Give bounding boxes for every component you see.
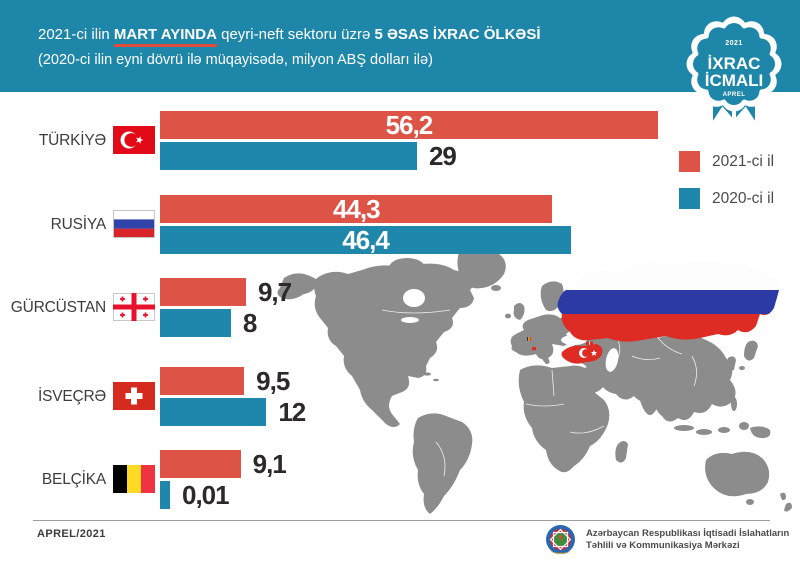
chart-row-isvecre: İSVEÇRƏ 9,5 12 [0, 367, 800, 426]
map-india [638, 379, 663, 415]
bar-2021 [160, 278, 246, 306]
title-prefix: 2021-ci ilin [38, 26, 114, 43]
switzerland-flag [113, 382, 155, 410]
chart-row-gurcustan: GÜRCÜSTAN 9,7 8 [0, 278, 800, 337]
map-madagascar [615, 441, 628, 463]
map-new-zealand [780, 492, 792, 512]
country-label: GÜRCÜSTAN [10, 298, 106, 316]
bar-2020: 46,4 [160, 225, 572, 255]
map-japan [744, 340, 758, 361]
title-highlight: MART AYINDA [113, 26, 217, 47]
bar-2020 [160, 398, 267, 426]
map-caspian-sea [605, 348, 619, 372]
map-arabia [579, 367, 607, 394]
badge-month: APREL [723, 92, 746, 98]
bar-2021: 56,2 [160, 111, 658, 139]
russia-flag [113, 210, 155, 238]
bar-value: 9,1 [252, 449, 287, 479]
bar-value: 8 [242, 308, 258, 338]
org-line-2: Təhlili və Kommunikasiya Mərkəzi [586, 540, 740, 551]
footer-organization: Azərbaycan Respublikası İqtisadi İslahat… [586, 528, 789, 552]
bar-2021 [160, 367, 245, 395]
map-alaska [277, 273, 318, 300]
map-korea [726, 356, 736, 371]
legend-label-2021: 2021-ci il [712, 152, 775, 170]
bar-2021: 44,3 [160, 194, 553, 224]
bar-value: 9,7 [257, 277, 292, 307]
bar-2020 [160, 142, 417, 170]
map-papua [750, 426, 771, 438]
legend-label-2020: 2020-ci il [712, 189, 775, 207]
page-subtitle: (2020-ci ilin eyni dövrü ilə müqayisədə,… [38, 52, 433, 68]
map-belgium [527, 337, 531, 341]
legend: 2021-ci il 2020-ci il [679, 151, 774, 225]
badge-title-1: İXRAC [708, 54, 761, 73]
country-label: TÜRKİYƏ [38, 131, 106, 149]
chart-row-turkiye: TÜRKİYƏ 56,2 29 [0, 111, 800, 170]
map-uk [513, 303, 525, 320]
export-review-badge: 2021 İXRAC İCMALI APREL [686, 12, 782, 138]
world-map [277, 247, 792, 514]
map-greenland [457, 247, 506, 289]
badge-year: 2021 [725, 40, 743, 47]
map-turkey [561, 344, 603, 364]
footer-divider [33, 520, 770, 521]
footer-date: APREL/2021 [37, 528, 106, 540]
bar-value: 9,5 [256, 366, 290, 396]
legend-item-2021: 2021-ci il [679, 151, 774, 172]
georgia-flag [113, 293, 155, 321]
country-label: RUSİYA [50, 215, 107, 233]
bar-value: 0,01 [182, 480, 230, 510]
map-south-america [412, 413, 473, 514]
country-label: BELÇİKA [41, 470, 106, 488]
bar-2021 [160, 450, 241, 478]
map-australia [705, 451, 770, 497]
map-north-america [314, 263, 474, 427]
belgium-flag [113, 465, 155, 493]
rosette-icon: 2021 İXRAC İCMALI APREL [686, 16, 782, 128]
state-emblem-icon [543, 523, 578, 558]
map-georgia [586, 341, 593, 345]
title-bold: 5 ƏSAS İXRAC ÖLKƏSİ [374, 26, 541, 43]
bar-2020 [160, 481, 170, 509]
bar-value: 29 [428, 141, 457, 171]
chart-row-rusiya: RUSİYA 44,3 46,4 [0, 195, 800, 254]
page-title: 2021-ci ilin MART AYINDA qeyri-neft sekt… [38, 26, 541, 47]
bar-value: 46,4 [342, 225, 390, 255]
bar-value: 44,3 [332, 194, 381, 224]
badge-title-2: İCMALI [705, 71, 764, 90]
chart-row-belcika: BELÇİKA 9,1 0,01 [0, 450, 800, 509]
legend-swatch-2021 [679, 151, 700, 172]
bar-2020 [160, 309, 231, 337]
map-indochina [672, 384, 694, 418]
map-europe [510, 314, 576, 360]
org-line-1: Azərbaycan Respublikası İqtisadi İslahat… [586, 528, 790, 539]
country-label: İSVEÇRƏ [38, 387, 106, 405]
turkey-flag [113, 126, 155, 154]
legend-item-2020: 2020-ci il [679, 188, 774, 209]
legend-swatch-2020 [679, 188, 700, 209]
title-middle: qeyri-neft sektoru üzrə [216, 26, 375, 43]
bar-value: 12 [278, 397, 306, 427]
bar-value: 56,2 [385, 110, 434, 140]
map-switzerland [532, 347, 536, 351]
header-banner: 2021-ci ilin MART AYINDA qeyri-neft sekt… [0, 0, 800, 92]
